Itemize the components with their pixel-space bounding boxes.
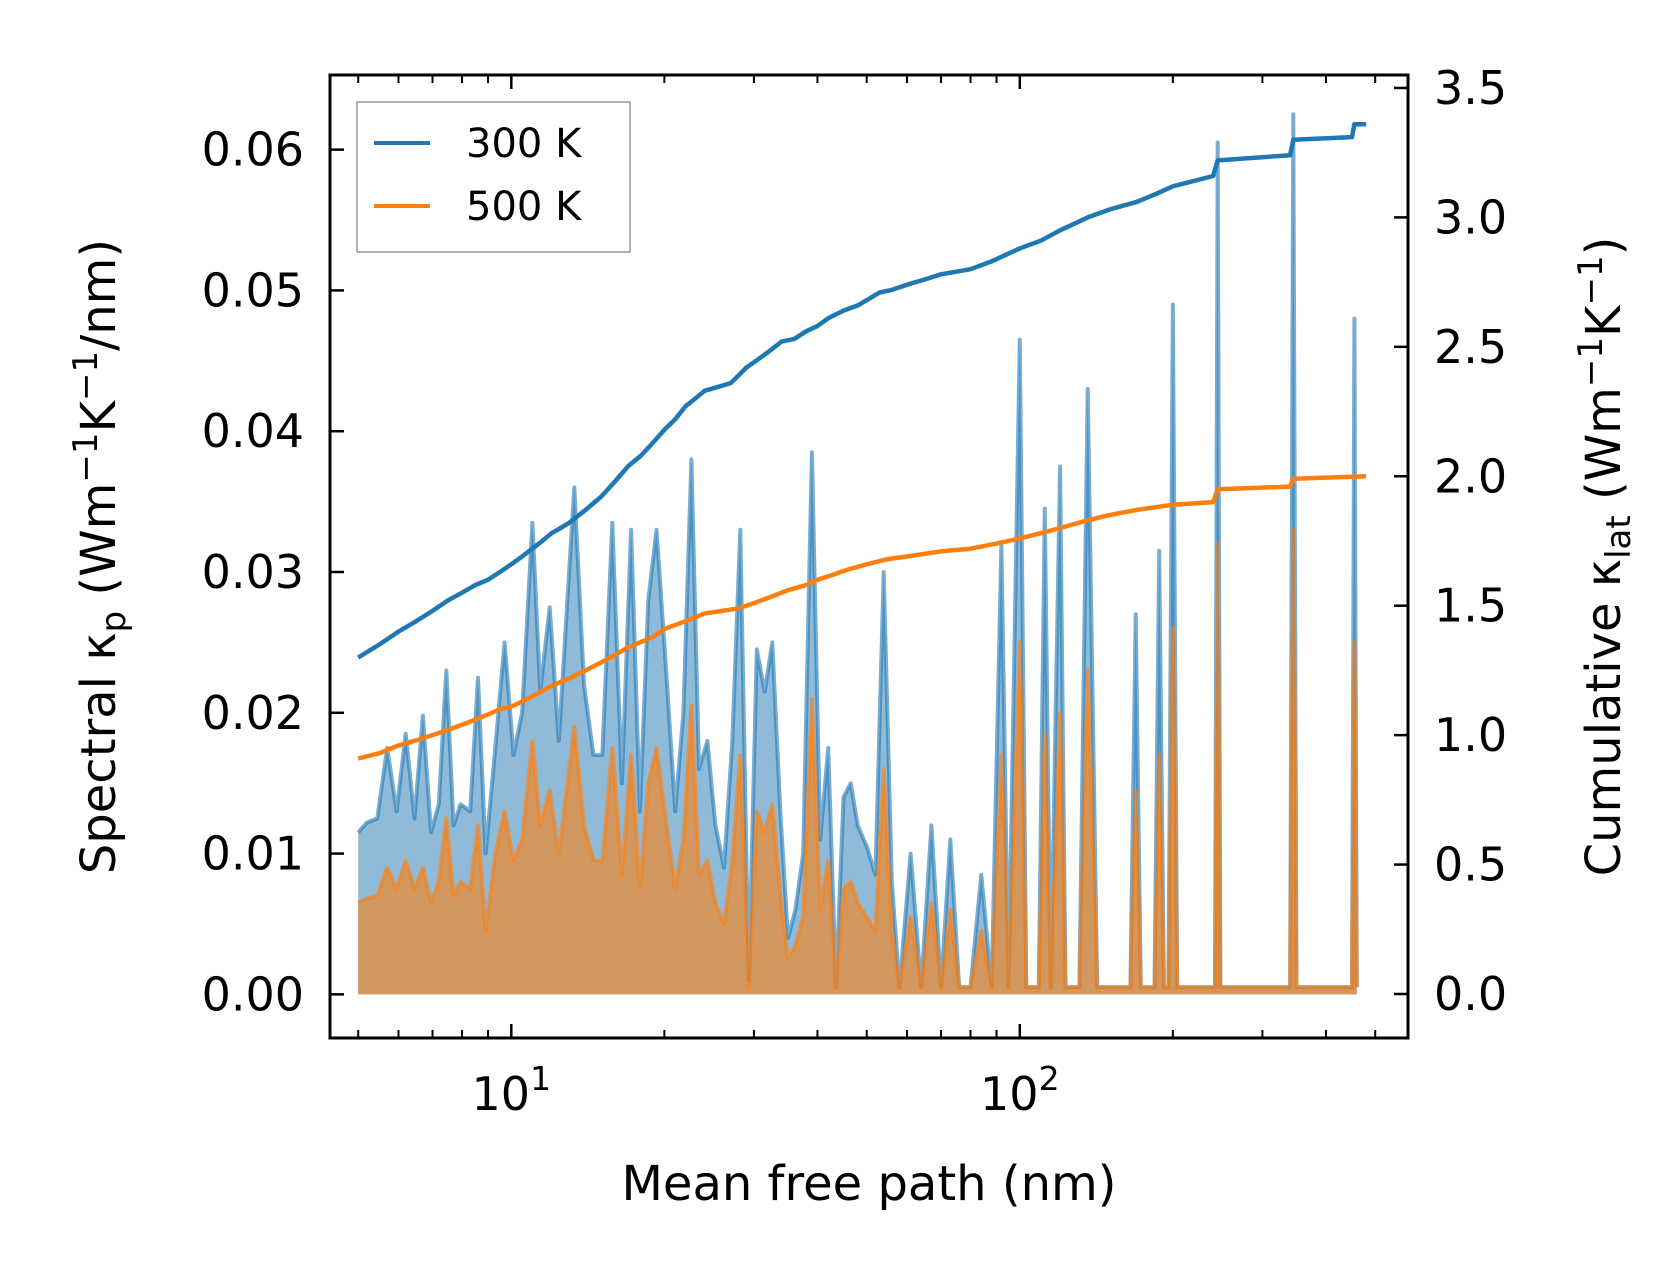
y-right-axis-title: Cumulative κlat (Wm−1K−1)	[1571, 237, 1639, 877]
y-left-tick-label: 0.01	[202, 827, 304, 881]
y-right-tick-label: 3.5	[1434, 61, 1507, 115]
legend-label-500k: 500 K	[466, 184, 583, 230]
y-left-axis-title: Spectral κp (Wm−1K−1/nm)	[66, 239, 134, 874]
legend-label-300k: 300 K	[466, 121, 583, 167]
legend: 300 K 500 K	[356, 101, 631, 253]
y-left-tick-label: 0.04	[202, 404, 304, 458]
y-right-tick-label: 3.0	[1434, 190, 1507, 244]
y-right-tick-label: 0.5	[1434, 838, 1507, 892]
x-tick-label: 101	[472, 1059, 552, 1121]
y-right-tick-label: 2.0	[1434, 449, 1507, 503]
data-lines	[357, 121, 1367, 761]
plot-frame	[328, 73, 1410, 1040]
cumulative-line-300k	[357, 121, 1367, 660]
y-right-tick-label: 1.5	[1434, 579, 1507, 633]
y-left-tick-label: 0.02	[202, 686, 304, 740]
y-left-tick-label: 0.06	[202, 123, 304, 177]
y-left-tick-label: 0.03	[202, 545, 304, 599]
x-tick-label: 102	[980, 1059, 1060, 1121]
x-axis-title: Mean free path (nm)	[622, 1156, 1117, 1212]
spectral-fills	[356, 112, 1359, 995]
spectral-fill-500k	[358, 529, 1357, 995]
axis-ticks: 101 102 0.00 0.01 0.02 0.03 0.04 0.05 0.06 0.0 0.5…	[202, 61, 1508, 1121]
y-right-tick-label: 1.0	[1434, 708, 1507, 762]
spectral-line-500k	[357, 527, 1359, 990]
spectral-fill-300k	[358, 114, 1357, 995]
y-left-tick-label: 0.05	[202, 263, 304, 317]
y-right-tick-label: 2.5	[1434, 320, 1507, 374]
y-left-tick-label: 0.00	[202, 967, 304, 1021]
cumulative-line-500k	[357, 474, 1367, 761]
y-right-tick-label: 0.0	[1434, 967, 1507, 1021]
legend-box	[356, 101, 631, 253]
